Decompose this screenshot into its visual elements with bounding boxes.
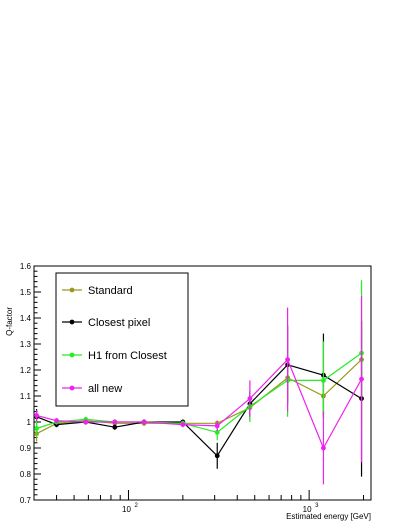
data-point (54, 418, 59, 424)
y-tick-label: 0.8 (20, 470, 32, 479)
series (34, 295, 364, 485)
y-tick-label: 1.3 (20, 340, 32, 349)
y-tick-label: 1.1 (20, 392, 32, 401)
y-tick-label: 0.9 (20, 444, 32, 453)
y-tick-label: 1 (27, 418, 32, 427)
legend-swatch-marker (69, 319, 75, 325)
data-point (141, 419, 147, 425)
data-point (321, 378, 326, 383)
data-point (112, 419, 118, 425)
x-tick-exponent: 3 (315, 503, 319, 509)
y-tick-label: 0.7 (20, 496, 32, 505)
x-axis: 10 2 10 3 (33, 490, 365, 514)
series-layer (34, 280, 364, 485)
data-point (359, 376, 364, 382)
y-axis: 0.7 0.8 0.9 1 1.1 1.2 1.3 1.4 1.5 1.6 (20, 262, 41, 505)
data-point (214, 423, 220, 429)
x-tick-label: 10 (122, 505, 131, 514)
data-point (214, 453, 220, 459)
x-axis-label: Estimated energy [GeV] (286, 512, 371, 521)
data-point (83, 419, 89, 425)
data-point (247, 396, 253, 401)
legend-label: Closest pixel (88, 317, 150, 329)
y-tick-label: 1.4 (20, 314, 32, 323)
data-point (285, 357, 291, 362)
y-tick-label: 1.6 (20, 262, 32, 271)
plot-frame (33, 265, 372, 501)
legend-swatch-marker (69, 385, 75, 391)
data-point (112, 424, 118, 430)
data-point (321, 445, 326, 451)
y-axis-label: Q-factor (5, 307, 14, 336)
x-tick-label: 10 (303, 505, 312, 514)
legend-label: all new (88, 383, 122, 395)
legend-label: H1 from Closest (88, 350, 167, 362)
y-tick-label: 1.2 (20, 366, 32, 375)
legend-swatch-marker (69, 352, 75, 358)
x-tick-exponent: 2 (134, 503, 138, 509)
legend-label: Standard (88, 285, 133, 297)
data-point (34, 426, 39, 431)
legend: Standard Closest pixel H1 from Closest all … (55, 272, 189, 407)
data-point (214, 430, 220, 435)
legend-swatch-marker (69, 287, 75, 293)
legend-box (55, 272, 189, 407)
data-point (34, 413, 39, 418)
data-point (180, 422, 186, 427)
y-tick-label: 1.5 (20, 288, 32, 297)
